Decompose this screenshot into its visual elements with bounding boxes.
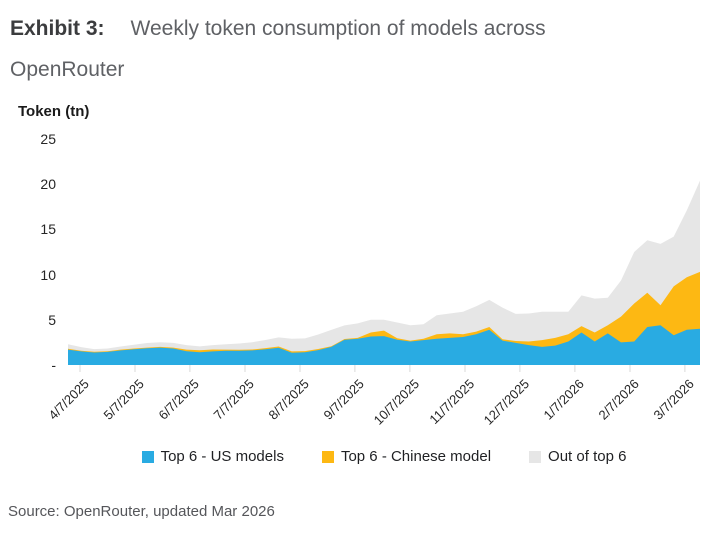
area-series-1 [68, 271, 700, 365]
chart-legend: Top 6 - US models Top 6 - Chinese model … [68, 448, 700, 465]
legend-item-us-models: Top 6 - US models [141, 448, 284, 465]
plot-area [68, 139, 700, 373]
chart-header: Exhibit 3: Weekly token consumption of mo… [10, 8, 686, 90]
y-tick-label: 15 [40, 221, 56, 238]
x-tick-label: 12/7/2025 [480, 376, 533, 428]
y-tick-label: - [51, 357, 56, 373]
area-series-0 [68, 325, 700, 365]
x-tick-label: 2/7/2026 [595, 376, 643, 423]
legend-swatch-us-models [141, 450, 154, 463]
x-tick-label: 4/7/2025 [45, 376, 93, 423]
exhibit-label: Exhibit 3: [10, 17, 105, 40]
legend-label-chinese-model: Top 6 - Chinese model [340, 448, 492, 465]
legend-swatch-out-of-top6 [529, 450, 542, 463]
y-tick-label: 25 [40, 131, 56, 147]
y-tick-label: 20 [40, 176, 56, 193]
x-tick-label: 11/7/2025 [426, 376, 478, 428]
y-tick-label: 5 [48, 311, 56, 328]
x-tick-label: 10/7/2025 [370, 376, 423, 428]
x-tick-label: 7/7/2025 [210, 376, 258, 423]
area-series-2 [68, 180, 700, 365]
x-tick-label: 9/7/2025 [320, 376, 368, 423]
x-tick-label: 3/7/2026 [650, 376, 698, 423]
source-text: Source: OpenRouter, updated Mar 2026 [8, 503, 275, 520]
x-tick-label: 6/7/2025 [155, 376, 203, 423]
legend-item-chinese-model: Top 6 - Chinese model [321, 448, 492, 465]
y-tick-label: 10 [40, 266, 56, 283]
stacked-area-chart [68, 180, 700, 372]
chart-title-line2: OpenRouter [10, 58, 125, 81]
x-tick-label: 8/7/2025 [265, 376, 313, 423]
legend-swatch-chinese-model [321, 450, 334, 463]
chart-title-line1: Weekly token consumption of models acros… [130, 17, 546, 40]
x-tick-label: 5/7/2025 [100, 376, 148, 423]
legend-label-us-models: Top 6 - US models [160, 448, 284, 465]
y-axis-title: Token (tn) [18, 103, 90, 120]
legend-item-out-of-top6: Out of top 6 [529, 448, 626, 465]
x-tick-label: 1/7/2026 [540, 376, 588, 423]
legend-label-out-of-top6: Out of top 6 [548, 448, 627, 465]
